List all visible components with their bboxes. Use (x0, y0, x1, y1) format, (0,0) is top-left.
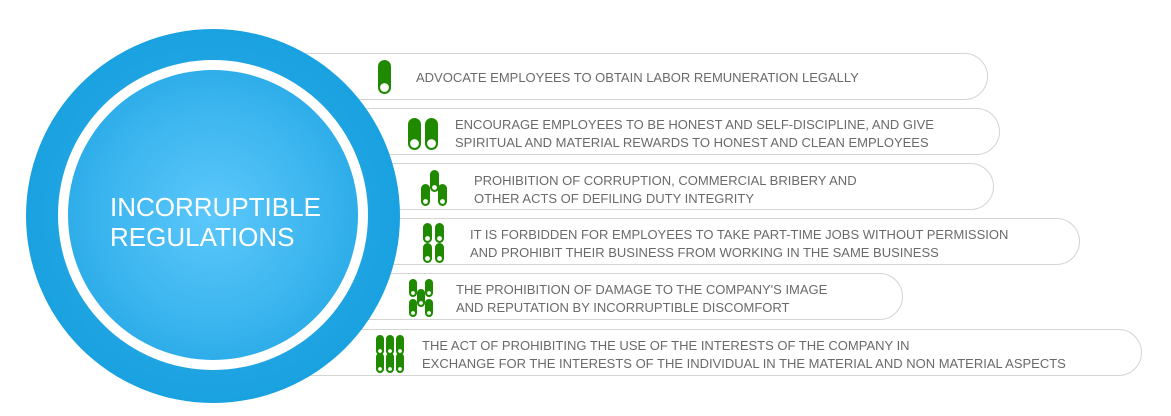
cylinder-end (438, 197, 447, 206)
cylinder-end (425, 137, 438, 150)
cylinder-end (421, 197, 430, 206)
cylinder-end (409, 289, 417, 297)
cylinder-end (386, 365, 394, 373)
inner-circle (68, 70, 358, 360)
cylinder-end (378, 81, 391, 94)
cylinder-end (423, 234, 432, 243)
item-pill-4 (280, 218, 1080, 265)
five-cylinders-icon (409, 279, 433, 317)
cylinder-end (435, 254, 444, 263)
six-cylinders-icon (376, 335, 404, 373)
cylinder-end (435, 234, 444, 243)
item-pill-6 (280, 329, 1142, 376)
item-text-2: ENCOURAGE EMPLOYEES TO BE HONEST AND SEL… (455, 117, 934, 150)
three-cylinders-icon (421, 170, 447, 206)
cylinder-end (396, 365, 404, 373)
four-cylinders-icon (423, 223, 444, 263)
one-cylinder-icon (378, 60, 391, 94)
cylinder-end (423, 254, 432, 263)
cylinder-end (408, 137, 421, 150)
item-text-6: THE ACT OF PROHIBITING THE USE OF THE IN… (422, 338, 1066, 371)
item-text-5: THE PROHIBITION OF DAMAGE TO THE COMPANY… (456, 282, 828, 315)
cylinder-end (396, 347, 404, 355)
item-text-1: ADVOCATE EMPLOYEES TO OBTAIN LABOR REMUN… (416, 70, 859, 85)
cylinder-end (409, 309, 417, 317)
item-pill-1 (280, 53, 988, 100)
item-pill-2 (280, 108, 1000, 155)
cylinder-end (425, 289, 433, 297)
two-cylinders-icon (408, 118, 438, 150)
cylinder-end (430, 183, 439, 192)
cylinder-end (425, 309, 433, 317)
cylinder-end (386, 347, 394, 355)
center-title: INCORRUPTIBLE REGULATIONS (110, 192, 321, 252)
cylinder-end (376, 365, 384, 373)
cylinder-end (376, 347, 384, 355)
item-text-4: IT IS FORBIDDEN FOR EMPLOYEES TO TAKE PA… (470, 227, 1009, 260)
cylinder-end (417, 299, 425, 307)
item-text-3: PROHIBITION OF CORRUPTION, COMMERCIAL BR… (474, 173, 857, 206)
